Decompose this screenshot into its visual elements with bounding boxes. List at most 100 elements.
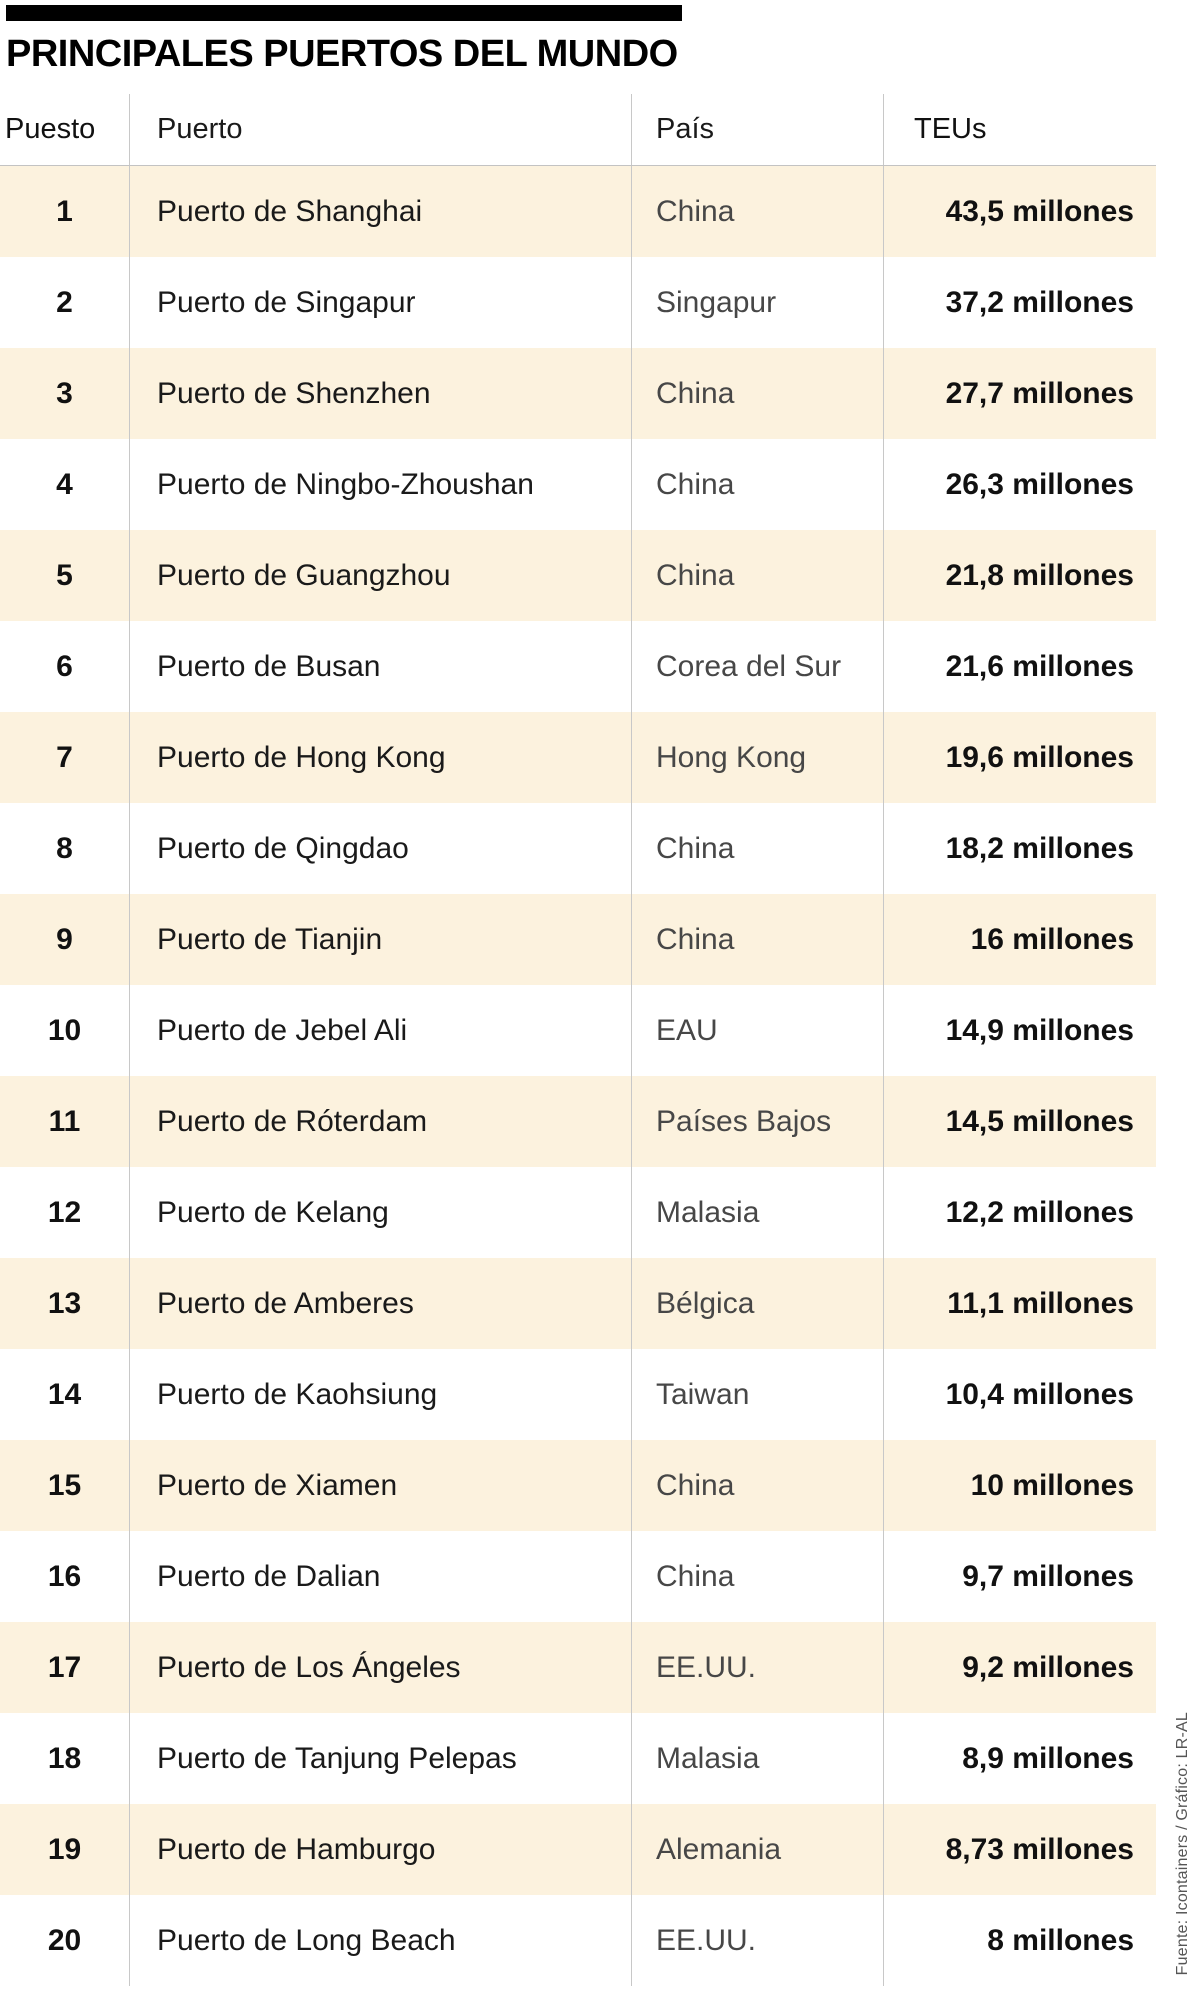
country-cell: EAU bbox=[632, 985, 884, 1076]
column-header-pais: País bbox=[632, 94, 884, 165]
rank-cell: 10 bbox=[0, 985, 130, 1076]
teus-cell: 18,2 millones bbox=[945, 831, 1134, 865]
rank-cell: 4 bbox=[0, 439, 130, 530]
port-cell: Puerto de Kelang bbox=[130, 1167, 632, 1258]
table-row: 1 Puerto de Shanghai China 43,5 millones bbox=[0, 166, 1156, 257]
title-accent-bar bbox=[6, 5, 682, 21]
country-cell: Países Bajos bbox=[632, 1076, 884, 1167]
country-cell: Malasia bbox=[632, 1167, 884, 1258]
table-header: Puesto Puerto País TEUs bbox=[0, 94, 1156, 166]
port-cell: Puerto de Shanghai bbox=[130, 166, 632, 257]
port-cell: Puerto de Dalian bbox=[130, 1531, 632, 1622]
teus-cell: 26,3 millones bbox=[945, 467, 1134, 501]
country-cell: China bbox=[632, 1531, 884, 1622]
page-title: PRINCIPALES PUERTOS DEL MUNDO bbox=[6, 33, 678, 75]
port-cell: Puerto de Busan bbox=[130, 621, 632, 712]
country-cell: China bbox=[632, 530, 884, 621]
teus-cell: 43,5 millones bbox=[945, 194, 1134, 228]
country-cell: EE.UU. bbox=[632, 1895, 884, 1986]
table-row: 10 Puerto de Jebel Ali EAU 14,9 millones bbox=[0, 985, 1156, 1076]
table-row: 15 Puerto de Xiamen China 10 millones bbox=[0, 1440, 1156, 1531]
teus-cell: 11,1 millones bbox=[947, 1286, 1134, 1320]
port-cell: Puerto de Los Ángeles bbox=[130, 1622, 632, 1713]
table-row: 13 Puerto de Amberes Bélgica 11,1 millones bbox=[0, 1258, 1156, 1349]
country-cell: China bbox=[632, 803, 884, 894]
teus-cell: 37,2 millones bbox=[945, 285, 1134, 319]
port-cell: Puerto de Guangzhou bbox=[130, 530, 632, 621]
source-credit: Fuente: Icontainers / Gráfico: LR-AL bbox=[1174, 1711, 1191, 1975]
port-cell: Puerto de Tianjin bbox=[130, 894, 632, 985]
port-cell: Puerto de Shenzhen bbox=[130, 348, 632, 439]
port-cell: Puerto de Qingdao bbox=[130, 803, 632, 894]
teus-cell: 16 millones bbox=[970, 922, 1134, 956]
port-cell: Puerto de Hong Kong bbox=[130, 712, 632, 803]
table-row: 12 Puerto de Kelang Malasia 12,2 millones bbox=[0, 1167, 1156, 1258]
teus-cell: 8,73 millones bbox=[945, 1832, 1134, 1866]
rank-cell: 12 bbox=[0, 1167, 130, 1258]
teus-cell: 10 millones bbox=[970, 1468, 1134, 1502]
country-cell: Corea del Sur bbox=[632, 621, 884, 712]
table-row: 4 Puerto de Ningbo-Zhoushan China 26,3 mill… bbox=[0, 439, 1156, 530]
table-row: 14 Puerto de Kaohsiung Taiwan 10,4 millones bbox=[0, 1349, 1156, 1440]
rank-cell: 7 bbox=[0, 712, 130, 803]
rank-cell: 2 bbox=[0, 257, 130, 348]
teus-cell: 14,9 millones bbox=[945, 1013, 1134, 1047]
column-header-puerto: Puerto bbox=[130, 94, 632, 165]
rank-cell: 8 bbox=[0, 803, 130, 894]
teus-cell: 10,4 millones bbox=[945, 1377, 1134, 1411]
teus-cell: 14,5 millones bbox=[945, 1104, 1134, 1138]
table-row: 3 Puerto de Shenzhen China 27,7 millones bbox=[0, 348, 1156, 439]
table-row: 20 Puerto de Long Beach EE.UU. 8 millones bbox=[0, 1895, 1156, 1986]
rank-cell: 20 bbox=[0, 1895, 130, 1986]
country-cell: Taiwan bbox=[632, 1349, 884, 1440]
teus-cell: 8,9 millones bbox=[962, 1741, 1134, 1775]
teus-cell: 21,6 millones bbox=[945, 649, 1134, 683]
teus-cell: 9,2 millones bbox=[962, 1650, 1134, 1684]
column-header-teus: TEUs bbox=[914, 113, 987, 145]
table-row: 17 Puerto de Los Ángeles EE.UU. 9,2 millone… bbox=[0, 1622, 1156, 1713]
port-cell: Puerto de Hamburgo bbox=[130, 1804, 632, 1895]
rank-cell: 16 bbox=[0, 1531, 130, 1622]
country-cell: Malasia bbox=[632, 1713, 884, 1804]
teus-cell: 21,8 millones bbox=[945, 558, 1134, 592]
teus-cell: 27,7 millones bbox=[945, 376, 1134, 410]
rank-cell: 14 bbox=[0, 1349, 130, 1440]
rank-cell: 19 bbox=[0, 1804, 130, 1895]
teus-cell: 19,6 millones bbox=[945, 740, 1134, 774]
port-cell: Puerto de Xiamen bbox=[130, 1440, 632, 1531]
country-cell: China bbox=[632, 894, 884, 985]
teus-cell: 8 millones bbox=[987, 1923, 1134, 1957]
port-cell: Puerto de Tanjung Pelepas bbox=[130, 1713, 632, 1804]
table-row: 5 Puerto de Guangzhou China 21,8 millones bbox=[0, 530, 1156, 621]
table-row: 9 Puerto de Tianjin China 16 millones bbox=[0, 894, 1156, 985]
country-cell: China bbox=[632, 166, 884, 257]
port-cell: Puerto de Amberes bbox=[130, 1258, 632, 1349]
teus-cell: 9,7 millones bbox=[962, 1559, 1134, 1593]
country-cell: Bélgica bbox=[632, 1258, 884, 1349]
country-cell: Singapur bbox=[632, 257, 884, 348]
table-row: 7 Puerto de Hong Kong Hong Kong 19,6 millon… bbox=[0, 712, 1156, 803]
column-header-puesto: Puesto bbox=[0, 94, 130, 165]
teus-cell: 12,2 millones bbox=[945, 1195, 1134, 1229]
table-row: 6 Puerto de Busan Corea del Sur 21,6 millon… bbox=[0, 621, 1156, 712]
rank-cell: 9 bbox=[0, 894, 130, 985]
rank-cell: 13 bbox=[0, 1258, 130, 1349]
port-cell: Puerto de Ningbo-Zhoushan bbox=[130, 439, 632, 530]
country-cell: EE.UU. bbox=[632, 1622, 884, 1713]
rank-cell: 15 bbox=[0, 1440, 130, 1531]
port-cell: Puerto de Singapur bbox=[130, 257, 632, 348]
port-cell: Puerto de Jebel Ali bbox=[130, 985, 632, 1076]
rank-cell: 3 bbox=[0, 348, 130, 439]
country-cell: China bbox=[632, 1440, 884, 1531]
port-cell: Puerto de Róterdam bbox=[130, 1076, 632, 1167]
table-row: 8 Puerto de Qingdao China 18,2 millones bbox=[0, 803, 1156, 894]
table-row: 11 Puerto de Róterdam Países Bajos 14,5 mil… bbox=[0, 1076, 1156, 1167]
table-row: 2 Puerto de Singapur Singapur 37,2 millones bbox=[0, 257, 1156, 348]
port-cell: Puerto de Kaohsiung bbox=[130, 1349, 632, 1440]
country-cell: China bbox=[632, 439, 884, 530]
rank-cell: 6 bbox=[0, 621, 130, 712]
rank-cell: 11 bbox=[0, 1076, 130, 1167]
table-body: 1 Puerto de Shanghai China 43,5 millones 2 Pu… bbox=[0, 166, 1156, 1986]
rank-cell: 5 bbox=[0, 530, 130, 621]
table-row: 16 Puerto de Dalian China 9,7 millones bbox=[0, 1531, 1156, 1622]
